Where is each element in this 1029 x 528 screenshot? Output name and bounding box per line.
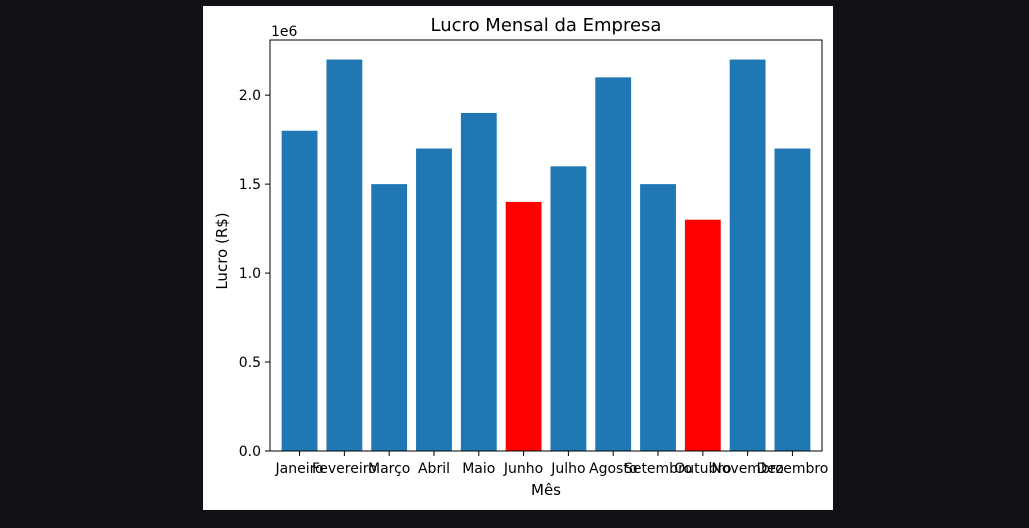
bar-janeiro — [281, 130, 318, 451]
y-tick-label: 2.0 — [239, 88, 261, 104]
x-tick-label: Abril — [418, 461, 450, 477]
y-tick-label: 0.0 — [239, 444, 261, 460]
bar-julho — [550, 166, 587, 451]
bar-maio — [460, 112, 497, 451]
y-tick-label: 1.0 — [239, 266, 261, 282]
x-tick-label: Outubro — [674, 461, 731, 477]
y-tick-label: 1.5 — [239, 177, 261, 193]
x-axis-label: Mês — [531, 481, 561, 499]
y-axis-offset-label: 1e6 — [271, 24, 298, 40]
x-tick-label: Junho — [503, 461, 543, 477]
bar-março — [371, 184, 408, 451]
y-axis-label: Lucro (R$) — [213, 212, 231, 289]
x-tick-label: Julho — [550, 461, 585, 477]
bar-agosto — [595, 77, 632, 452]
bar-outubro — [684, 219, 721, 451]
x-tick-label: Setembro — [624, 461, 692, 477]
y-ticks-group: 0.0 0.5 1.0 1.5 2.0 — [239, 88, 270, 460]
plot-frame — [269, 39, 823, 452]
x-tick-label: Janeiro — [275, 461, 324, 477]
bar-abril — [416, 148, 452, 451]
x-tick-label: Dezembro — [756, 461, 828, 477]
x-tick-label: Novembro — [711, 461, 783, 477]
bar-dezembro — [774, 148, 811, 451]
x-tick-label: Março — [368, 461, 410, 477]
bar-setembro — [640, 184, 676, 451]
bar-fevereiro — [326, 59, 363, 451]
bar-junho — [505, 201, 542, 451]
x-tick-label: Agosto — [589, 461, 637, 477]
bars-group — [281, 59, 811, 452]
bar-chart: Lucro Mensal da Empresa 1e6 Lucro (R$) M… — [213, 15, 828, 499]
x-tick-label: Maio — [462, 461, 495, 477]
y-tick-label: 0.5 — [239, 355, 261, 371]
bar-novembro — [729, 59, 766, 451]
x-tick-label: Fevereiro — [312, 461, 377, 477]
chart-figure: Lucro Mensal da Empresa 1e6 Lucro (R$) M… — [203, 6, 833, 510]
chart-title: Lucro Mensal da Empresa — [431, 15, 662, 36]
